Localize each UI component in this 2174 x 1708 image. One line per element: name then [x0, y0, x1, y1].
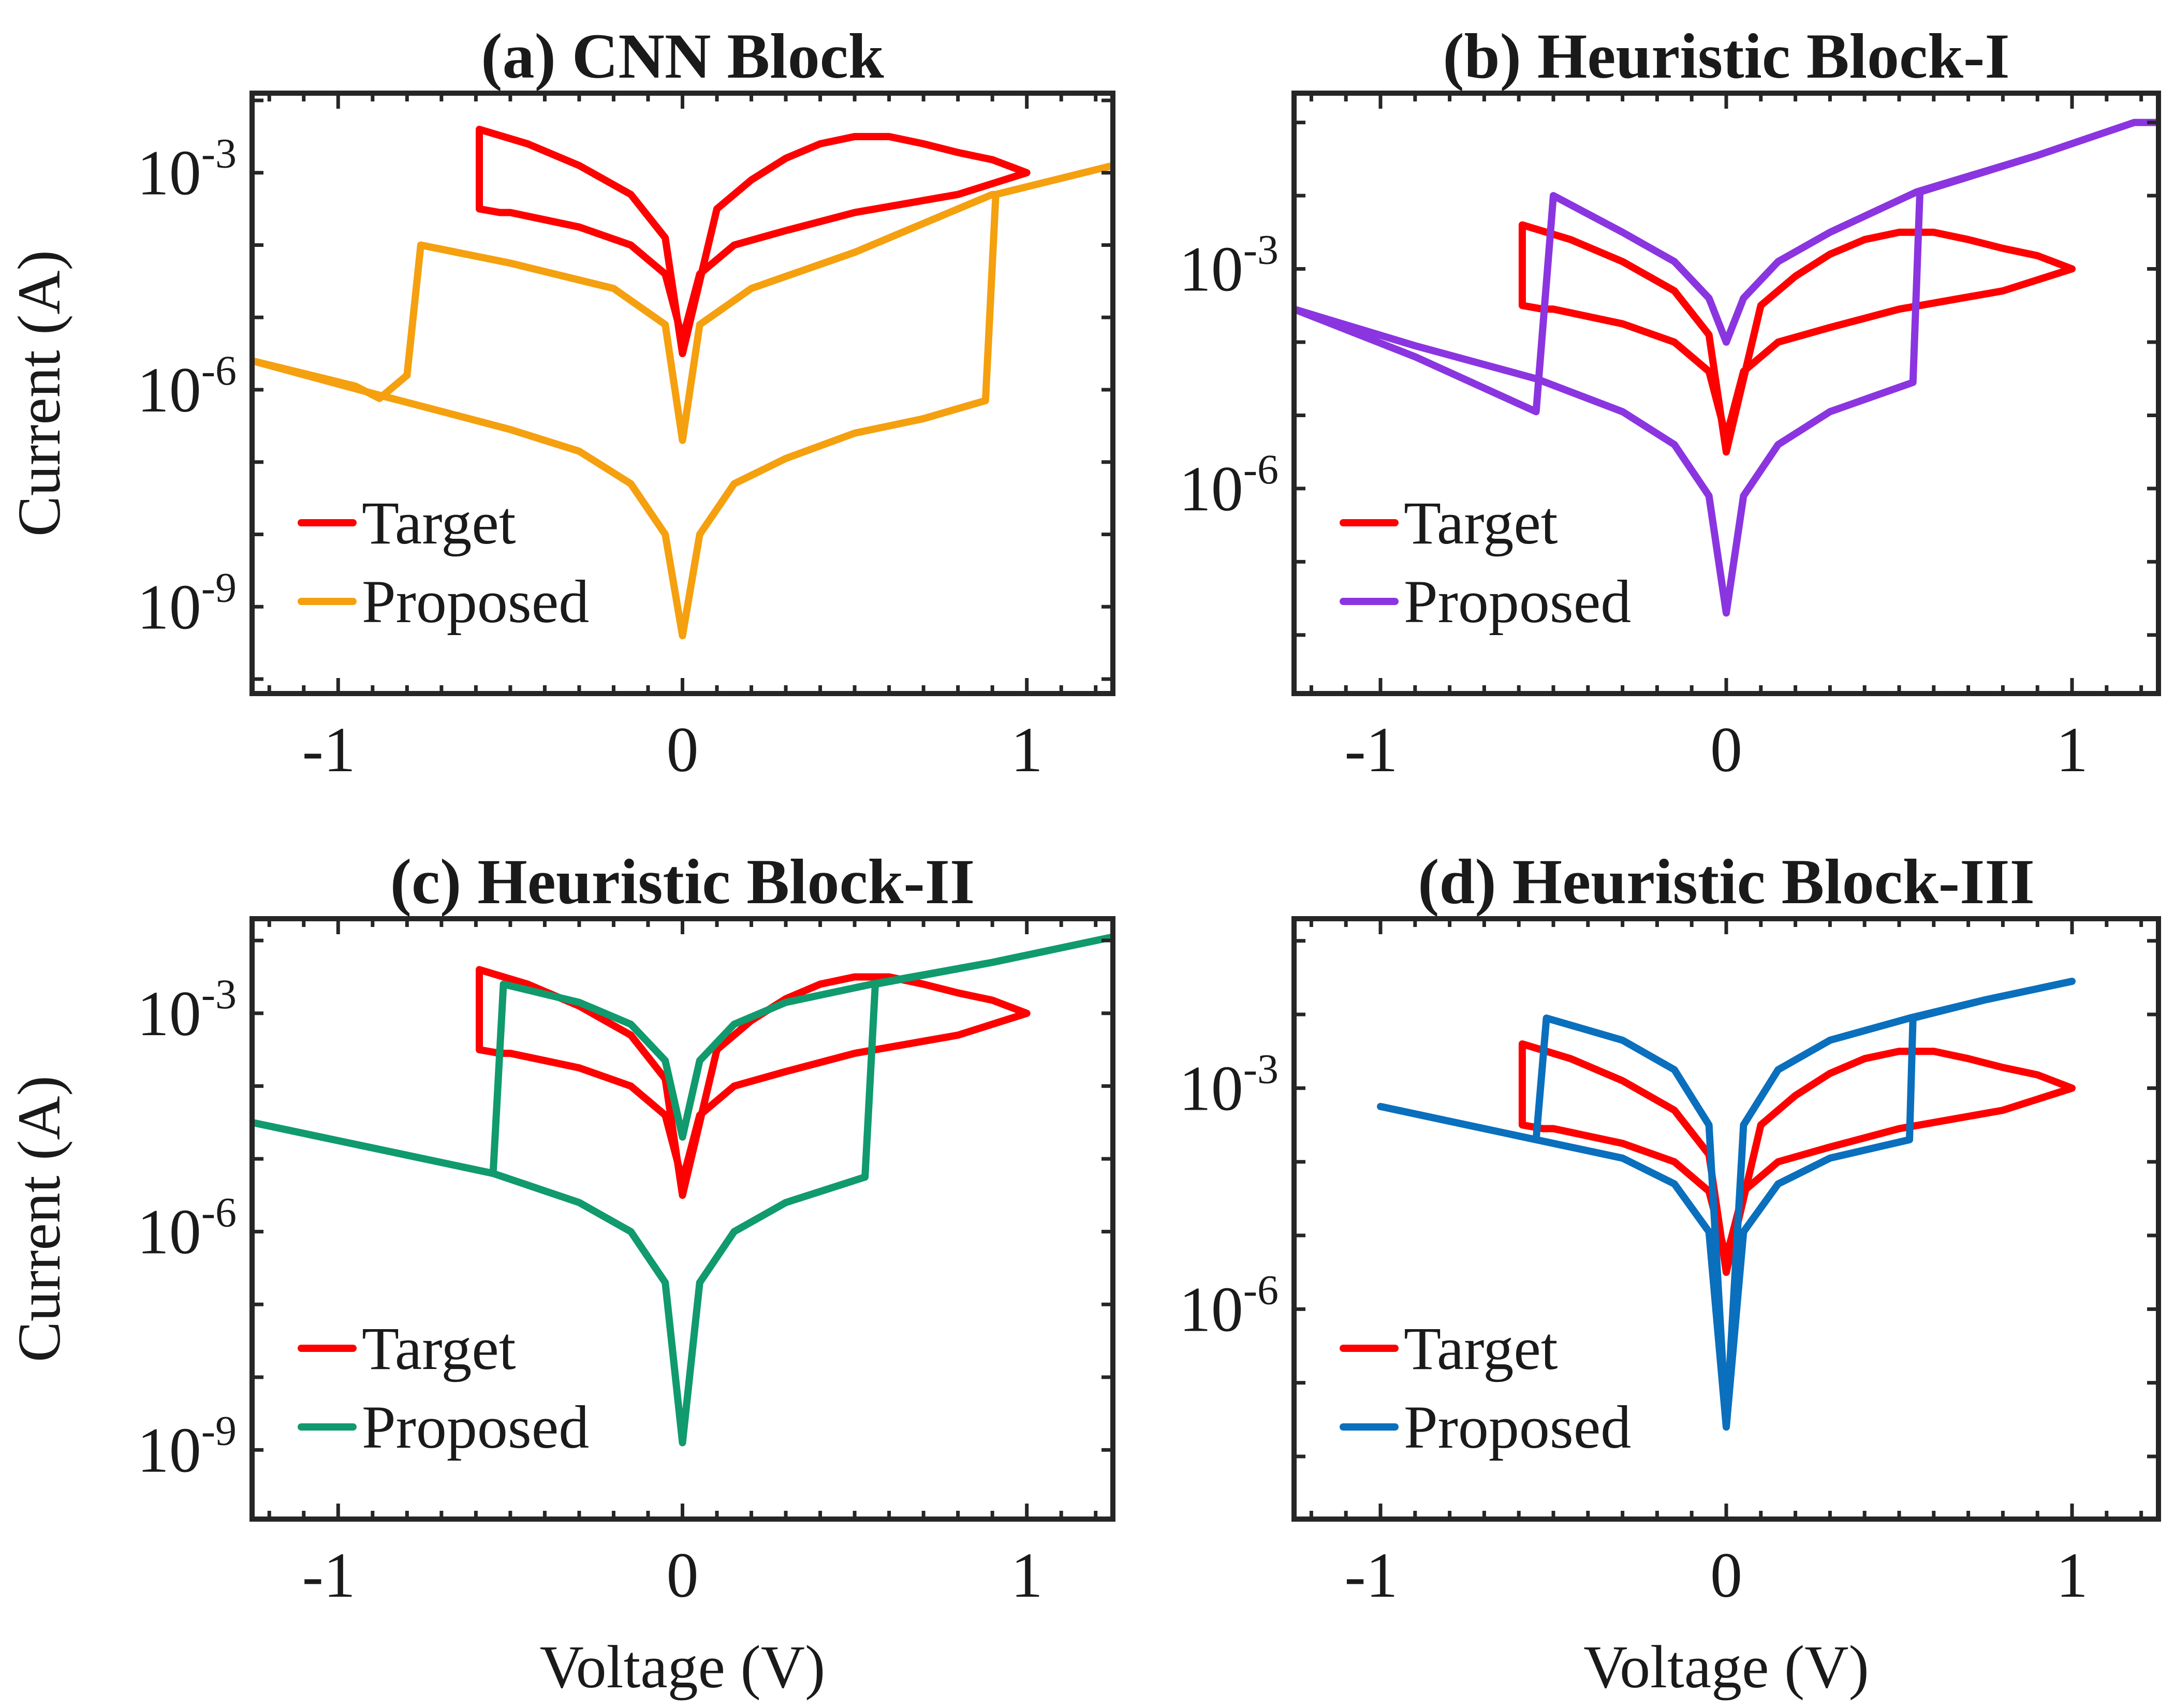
y-tick-label: 10-3 [137, 970, 237, 1049]
series-line-target [476, 125, 1031, 358]
panel-title: (a) CNN Block [481, 21, 884, 92]
series-line-target [476, 966, 1031, 1199]
y-tick-label: 10-3 [1179, 1045, 1279, 1124]
series-line-target [1518, 221, 2076, 456]
legend: Target Proposed [1340, 489, 1631, 636]
x-tick-label: -1 [1344, 714, 1398, 785]
legend-label-target: Target [1404, 489, 1558, 557]
legend-label-proposed: Proposed [362, 568, 589, 636]
series-group [252, 125, 1113, 640]
legend-label-target: Target [362, 489, 516, 557]
panel-3: (c) Heuristic Block-II -1 0 1 10-3 10-6 10-9 Cu… [5, 846, 1115, 1701]
panel-title: (d) Heuristic Block-III [1418, 846, 2035, 917]
panel-title: (c) Heuristic Block-II [390, 846, 975, 917]
legend: Target Proposed [1340, 1315, 1631, 1461]
series-group [252, 933, 1113, 1447]
x-tick-label: 1 [2056, 1540, 2088, 1611]
panel-4: (d) Heuristic Block-III -1 0 1 10-3 10-6 Volta… [1179, 846, 2161, 1701]
panel-title: (b) Heuristic Block-I [1443, 21, 2009, 92]
panel-1: (a) CNN Block -1 0 1 10-3 10-6 10-9 Current (A)… [5, 21, 1115, 785]
y-tick-label: 10-6 [137, 1189, 237, 1268]
legend-label-proposed: Proposed [362, 1393, 589, 1461]
series-line-proposed [252, 161, 1113, 640]
legend-label-target: Target [362, 1315, 516, 1382]
x-tick-label: 0 [667, 714, 699, 785]
y-axis-label: Current (A) [5, 250, 73, 537]
series-group [1377, 978, 2076, 1431]
series-line-target [1518, 1040, 2076, 1276]
y-tick-label: 10-6 [1179, 446, 1279, 524]
x-axis-label: Voltage (V) [1583, 1633, 1869, 1701]
series-line-proposed [1377, 978, 2076, 1431]
legend-label-proposed: Proposed [1404, 1393, 1631, 1461]
y-tick-label: 10-9 [137, 1407, 237, 1485]
series-line-proposed [252, 933, 1113, 1447]
x-tick-label: -1 [1344, 1540, 1398, 1611]
y-tick-label: 10-3 [1179, 226, 1279, 305]
legend: Target Proposed [298, 1315, 589, 1461]
x-tick-label: 0 [667, 1540, 699, 1611]
x-tick-label: -1 [302, 714, 356, 785]
series-line-proposed [1294, 119, 2158, 617]
x-tick-label: -1 [302, 1540, 356, 1611]
x-tick-label: 1 [1011, 714, 1043, 785]
legend-label-proposed: Proposed [1404, 568, 1631, 636]
x-tick-label: 0 [1710, 1540, 1742, 1611]
y-tick-label: 10-9 [137, 564, 237, 642]
y-tick-label: 10-6 [1179, 1266, 1279, 1345]
x-tick-label: 0 [1710, 714, 1742, 785]
x-tick-label: 1 [1011, 1540, 1043, 1611]
series-group [1294, 119, 2158, 617]
panel-2: (b) Heuristic Block-I -1 0 1 10-3 10-6 Target P… [1179, 21, 2161, 785]
y-axis-label: Current (A) [5, 1076, 73, 1362]
x-tick-label: 1 [2056, 714, 2088, 785]
legend-label-target: Target [1404, 1315, 1558, 1382]
x-axis-label: Voltage (V) [540, 1633, 826, 1701]
legend: Target Proposed [298, 489, 589, 636]
y-tick-label: 10-6 [137, 347, 237, 425]
y-tick-label: 10-3 [137, 130, 237, 209]
